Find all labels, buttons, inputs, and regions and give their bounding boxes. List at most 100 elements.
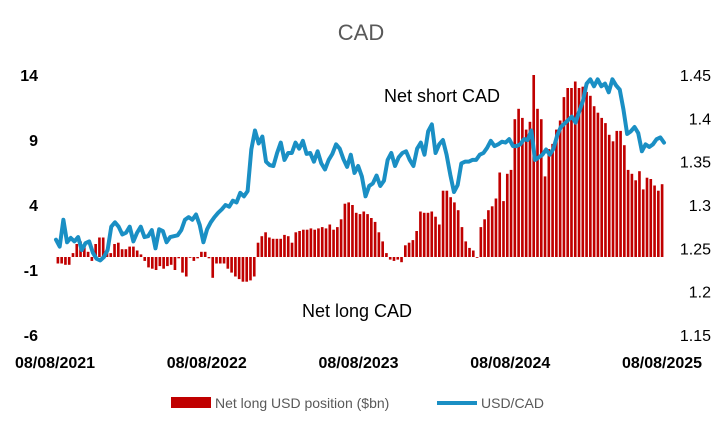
bar [283, 234, 286, 257]
bar [94, 244, 97, 257]
y-left-tick-label: 4 [29, 198, 38, 215]
bar [336, 227, 339, 257]
bar [585, 91, 588, 258]
bar [404, 245, 407, 257]
bar [211, 257, 215, 278]
bar [430, 211, 434, 257]
bar [101, 237, 105, 257]
annotation-net-long: Net long CAD [302, 301, 412, 321]
bar [64, 257, 67, 265]
bar [279, 238, 283, 257]
bar [555, 129, 558, 257]
bar [456, 210, 460, 257]
y-axis-right: 1.45 1.4 1.35 1.3 1.25 1.2 1.15 [680, 68, 711, 345]
bar [116, 242, 120, 257]
bar [411, 240, 415, 257]
y-right-tick-label: 1.15 [680, 328, 711, 345]
bar [547, 149, 551, 257]
usdcad-line [54, 77, 666, 263]
bar [147, 257, 150, 268]
bar [109, 253, 113, 257]
bar [513, 119, 517, 257]
bar [245, 257, 249, 282]
bar [150, 257, 154, 269]
bar-series [56, 75, 664, 282]
x-tick-label: 08/08/2021 [15, 355, 95, 372]
bar [166, 257, 169, 267]
bar [351, 205, 354, 257]
bar [392, 257, 396, 261]
y-right-tick-label: 1.25 [680, 241, 711, 258]
bar [505, 173, 509, 257]
bar [60, 257, 63, 264]
bar [343, 203, 347, 257]
bar [596, 112, 600, 257]
bar [434, 216, 437, 257]
chart-title: CAD [338, 20, 384, 45]
bar [113, 244, 116, 257]
bar [479, 227, 483, 257]
bar [562, 97, 566, 257]
bar [128, 246, 131, 257]
bar [524, 129, 528, 257]
bar [551, 143, 554, 257]
y-left-tick-label: -1 [24, 263, 38, 280]
bar [487, 210, 490, 257]
bar [286, 236, 290, 257]
y-left-tick-label: 9 [29, 133, 38, 150]
bar [143, 257, 147, 261]
bar [328, 224, 332, 257]
bar [362, 211, 366, 257]
bar [536, 108, 539, 257]
bar [475, 257, 479, 258]
bar [264, 232, 267, 257]
bar [298, 231, 301, 257]
bar [388, 257, 392, 260]
bar [305, 229, 309, 257]
bar [237, 257, 241, 280]
bar [449, 197, 452, 257]
bar [626, 169, 630, 257]
bar [539, 119, 543, 257]
bar [570, 88, 573, 257]
bar [207, 257, 211, 259]
bar [566, 88, 570, 257]
bar [521, 117, 524, 258]
y-right-tick-label: 1.45 [680, 68, 711, 85]
bar [445, 190, 449, 257]
bar [162, 257, 165, 269]
bar [630, 173, 634, 257]
bar [302, 229, 305, 257]
bar [589, 95, 592, 257]
x-tick-label: 08/08/2025 [622, 355, 702, 372]
bar [215, 257, 218, 264]
bar [317, 228, 320, 257]
bar [498, 172, 502, 257]
bar [657, 190, 660, 257]
bar [169, 257, 173, 265]
bar [188, 257, 192, 258]
bar [607, 134, 611, 257]
bar [573, 81, 577, 257]
bar [385, 253, 388, 257]
bar [354, 212, 358, 257]
x-tick-label: 08/08/2022 [167, 355, 247, 372]
bar [98, 237, 101, 257]
bar [517, 108, 520, 257]
bar [86, 251, 90, 257]
bar [324, 228, 328, 257]
bar [558, 120, 562, 257]
bar [90, 257, 94, 261]
y-right-tick-label: 1.2 [689, 285, 711, 302]
bar [532, 75, 536, 257]
bar [415, 231, 418, 257]
bar [604, 123, 607, 257]
bar [358, 214, 362, 257]
y-axis-left: 14 9 4 -1 -6 [20, 68, 38, 345]
bar [377, 232, 381, 257]
bar [241, 257, 245, 282]
y-right-tick-label: 1.4 [689, 111, 711, 128]
bar [339, 219, 343, 257]
y-left-tick-label: 14 [20, 68, 38, 85]
